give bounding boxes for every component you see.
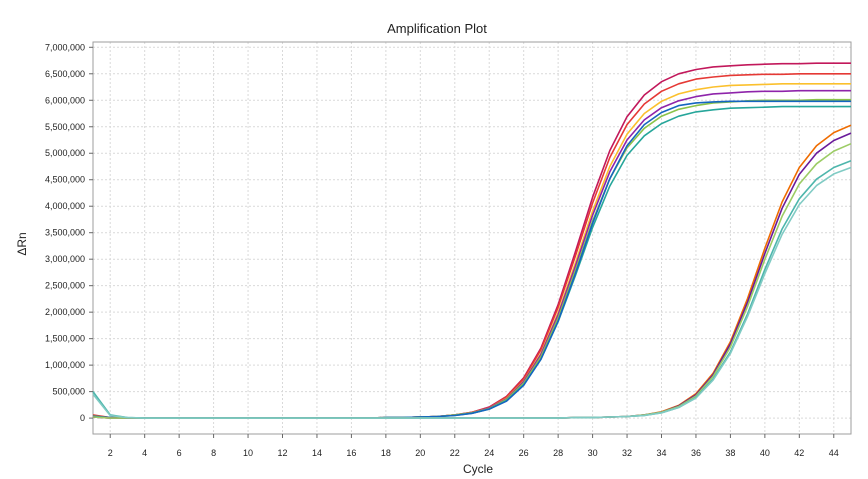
x-tick-label: 10: [243, 448, 253, 458]
x-tick-label: 22: [450, 448, 460, 458]
x-tick-label: 32: [622, 448, 632, 458]
y-tick-label: 3,000,000: [45, 254, 85, 264]
x-tick-label: 30: [588, 448, 598, 458]
x-tick-label: 42: [794, 448, 804, 458]
x-axis-title: Cycle: [463, 462, 493, 476]
x-tick-label: 6: [177, 448, 182, 458]
y-tick-label: 1,000,000: [45, 360, 85, 370]
x-tick-label: 40: [760, 448, 770, 458]
x-tick-label: 8: [211, 448, 216, 458]
y-tick-label: 4,000,000: [45, 201, 85, 211]
x-tick-label: 28: [553, 448, 563, 458]
y-tick-label: 500,000: [52, 387, 85, 397]
axis-ticks: 2 4 6 8 10 12 14 16 18 20 22 24 26 28 30 32 34 36 38 40 42 44…: [45, 42, 839, 458]
plot-area: [92, 41, 852, 435]
y-tick-label: 5,000,000: [45, 148, 85, 158]
chart-title: Amplification Plot: [387, 21, 487, 36]
y-tick-label: 0: [80, 413, 85, 423]
x-tick-label: 12: [277, 448, 287, 458]
y-tick-label: 1,500,000: [45, 334, 85, 344]
y-tick-label: 6,000,000: [45, 95, 85, 105]
y-tick-label: 5,500,000: [45, 122, 85, 132]
y-axis-title: ΔRn: [15, 232, 29, 255]
x-tick-label: 34: [656, 448, 666, 458]
x-tick-label: 18: [381, 448, 391, 458]
y-tick-label: 6,500,000: [45, 69, 85, 79]
x-tick-label: 24: [484, 448, 494, 458]
x-tick-label: 2: [108, 448, 113, 458]
x-tick-label: 36: [691, 448, 701, 458]
y-tick-label: 4,500,000: [45, 175, 85, 185]
x-tick-label: 14: [312, 448, 322, 458]
x-tick-label: 16: [346, 448, 356, 458]
x-tick-label: 26: [519, 448, 529, 458]
x-tick-label: 4: [142, 448, 147, 458]
series-lines: [92, 62, 852, 419]
y-tick-label: 7,000,000: [45, 42, 85, 52]
y-tick-label: 3,500,000: [45, 228, 85, 238]
x-tick-label: 38: [725, 448, 735, 458]
x-tick-label: 44: [829, 448, 839, 458]
series-line-12: [92, 166, 852, 419]
x-tick-label: 20: [415, 448, 425, 458]
y-tick-label: 2,000,000: [45, 307, 85, 317]
y-tick-label: 2,500,000: [45, 281, 85, 291]
